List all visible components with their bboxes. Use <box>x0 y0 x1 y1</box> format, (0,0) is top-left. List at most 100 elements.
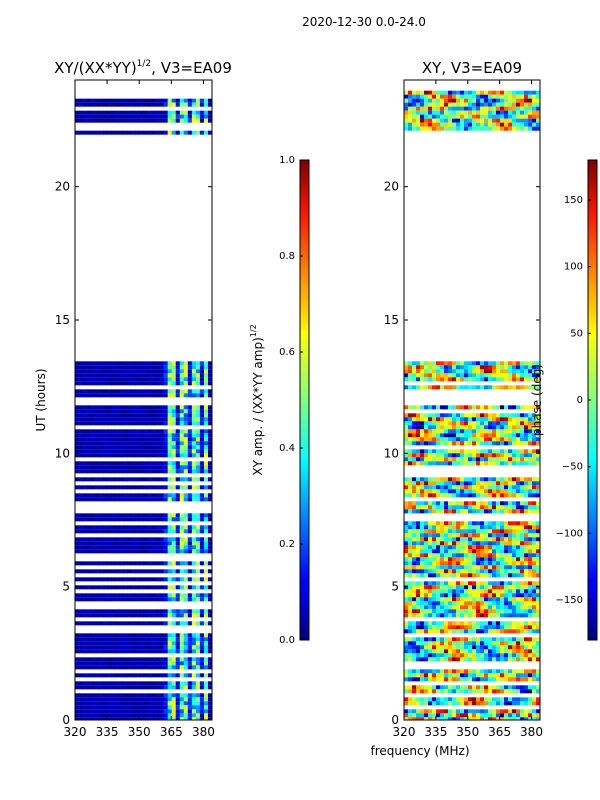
phase-heat-cell <box>452 621 457 626</box>
phase-heat-cell <box>404 457 409 462</box>
amp-heat-cell <box>147 497 152 502</box>
phase-heat-cell <box>452 613 457 618</box>
phase-heat-cell <box>480 365 485 370</box>
phase-heat-cell <box>480 114 485 119</box>
amp-heat-cell <box>183 681 189 686</box>
phase-heat-cell <box>496 709 501 714</box>
phase-heat-cell <box>444 561 449 566</box>
amp-heat-cell <box>155 537 160 542</box>
amp-heat-cell <box>83 102 88 107</box>
amp-heat-cell <box>195 377 201 382</box>
phase-heat-cell <box>472 110 477 115</box>
amp-heat-cell <box>115 517 120 522</box>
phase-heat-cell <box>464 589 469 594</box>
phase-heat-cell <box>536 525 541 530</box>
phase-heat-cell <box>476 557 481 562</box>
phase-heat-cell <box>464 529 469 534</box>
phase-heat-cell <box>412 489 417 494</box>
phase-heat-cell <box>496 637 501 642</box>
phase-heat-cell <box>492 485 497 490</box>
amp-heat-cell <box>139 449 144 454</box>
amp-heat-cell <box>167 485 173 490</box>
phase-heat-cell <box>492 449 497 454</box>
amp-heat-cell <box>175 453 181 458</box>
amp-heat-cell <box>163 685 168 690</box>
amp-heat-cell <box>147 453 152 458</box>
phase-heat-cell <box>412 385 417 390</box>
phase-heat-cell <box>420 713 425 718</box>
phase-heat-cell <box>480 361 485 366</box>
amp-heat-cell <box>139 649 144 654</box>
phase-heat-cell <box>408 477 413 482</box>
amp-heat-cell <box>207 477 213 482</box>
phase-heat-cell <box>412 102 417 107</box>
amp-heat-cell <box>159 645 164 650</box>
amp-heat-cell <box>183 673 189 678</box>
phase-heat-cell <box>524 701 529 706</box>
amp-heat-cell <box>103 437 108 442</box>
phase-heat-cell <box>412 689 417 694</box>
phase-heat-cell <box>492 429 497 434</box>
phase-heat-cell <box>496 613 501 618</box>
phase-heat-cell <box>432 641 437 646</box>
amp-heat-cell <box>131 365 136 370</box>
phase-heat-cell <box>448 373 453 378</box>
amp-heat-cell <box>135 673 140 678</box>
phase-heat-cell <box>416 485 421 490</box>
amp-heat-cell <box>135 545 140 550</box>
amp-heat-cell <box>151 429 156 434</box>
amp-heat-cell <box>159 497 164 502</box>
phase-heat-cell <box>416 529 421 534</box>
phase-heat-cell <box>488 429 493 434</box>
phase-heat-cell <box>416 685 421 690</box>
phase-heat-cell <box>456 609 461 614</box>
amp-heat-cell <box>159 693 164 698</box>
phase-heat-cell <box>440 597 445 602</box>
amp-heat-cell <box>127 461 132 466</box>
amp-heat-cell <box>207 361 213 366</box>
phase-heat-cell <box>404 481 409 486</box>
phase-heat-cell <box>452 377 457 382</box>
phase-heat-cell <box>480 717 485 720</box>
phase-heat-cell <box>508 709 513 714</box>
phase-heat-cell <box>488 585 493 590</box>
phase-heat-cell <box>528 425 533 430</box>
amp-heat-cell <box>187 98 193 103</box>
amp-heat-cell <box>179 529 185 534</box>
amp-heat-cell <box>115 665 120 670</box>
amp-heat-cell <box>151 713 156 718</box>
phase-heat-cell <box>456 653 461 658</box>
phase-heat-cell <box>436 433 441 438</box>
phase-heat-cell <box>500 609 505 614</box>
amp-heat-cell <box>179 493 185 498</box>
phase-heat-cell <box>424 569 429 574</box>
phase-heat-cell <box>504 413 509 418</box>
phase-heat-cell <box>452 437 457 442</box>
phase-heat-cell <box>408 657 413 662</box>
phase-heat-cell <box>408 461 413 466</box>
phase-heat-cell <box>488 565 493 570</box>
amp-heat-cell <box>171 561 177 566</box>
phase-heat-cell <box>476 689 481 694</box>
phase-heat-cell <box>460 429 465 434</box>
amp-heat-cell <box>95 569 100 574</box>
amp-heat-cell <box>123 114 128 119</box>
amp-heat-cell <box>203 102 209 107</box>
phase-heat-cell <box>436 373 441 378</box>
phase-heat-cell <box>488 441 493 446</box>
amp-cb-tick-label: 0.4 <box>279 443 295 454</box>
phase-heat-cell <box>416 717 421 720</box>
amp-heat-cell <box>163 377 168 382</box>
amp-heat-cell <box>203 433 209 438</box>
phase-heat-cell <box>516 621 521 626</box>
amp-heat-cell <box>155 673 160 678</box>
phase-heat-cell <box>484 433 489 438</box>
phase-heat-cell <box>416 429 421 434</box>
phase-heat-cell <box>444 673 449 678</box>
phase-heat-cell <box>492 585 497 590</box>
amp-heat-cell <box>159 665 164 670</box>
amp-heat-cell <box>207 613 213 618</box>
phase-heat-cell <box>444 485 449 490</box>
phase-heat-cell <box>444 601 449 606</box>
phase-heat-cell <box>508 645 513 650</box>
